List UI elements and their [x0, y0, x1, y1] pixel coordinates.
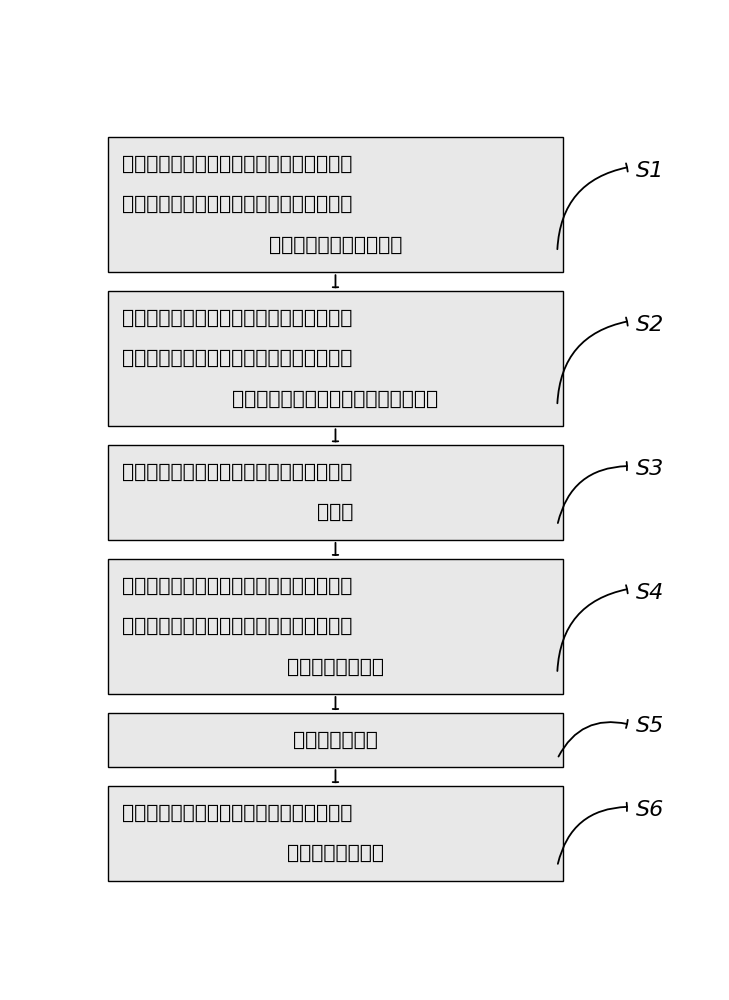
Text: S3: S3: [636, 459, 665, 479]
Text: S1: S1: [636, 161, 665, 181]
Text: S2: S2: [636, 315, 665, 335]
Bar: [108, 559, 563, 694]
Text: 随温度的变化曲线以及所述杂质源的固溶度: 随温度的变化曲线以及所述杂质源的固溶度: [122, 349, 353, 368]
Text: 源中的复合中心原子扩散至所述半导体器件: 源中的复合中心原子扩散至所述半导体器件: [122, 617, 353, 636]
Text: 质源，所述杂质源为具有复合中心效应的元: 质源，所述杂质源为具有复合中心效应的元: [122, 195, 353, 214]
Bar: [108, 445, 563, 540]
Text: 去除所述杂质源: 去除所述杂质源: [293, 730, 378, 749]
Text: S6: S6: [636, 800, 665, 820]
Text: 中心原子的电激活: 中心原子的电激活: [287, 844, 384, 863]
Text: 在未金属化的半导体器件的第一表面覆盖杂: 在未金属化的半导体器件的第一表面覆盖杂: [122, 155, 353, 174]
Text: S4: S4: [636, 583, 665, 603]
Text: 根据预设扩散深度、所述杂质源的扩散系数: 根据预设扩散深度、所述杂质源的扩散系数: [122, 309, 353, 328]
Text: 散时间: 散时间: [317, 503, 354, 522]
Text: 中的目标扩散深度: 中的目标扩散深度: [287, 657, 384, 676]
Bar: [108, 786, 563, 881]
Text: 根据所述扩散温度和扩散时间，将所述杂质: 根据所述扩散温度和扩散时间，将所述杂质: [122, 576, 353, 595]
Text: 素或含有所述元素的物质: 素或含有所述元素的物质: [269, 236, 402, 255]
Text: 快速热退火处理所述半导体器件，完成复合: 快速热退火处理所述半导体器件，完成复合: [122, 804, 353, 823]
Bar: [108, 137, 563, 272]
Bar: [108, 713, 563, 767]
Bar: [108, 291, 563, 426]
Text: 随温度的变化曲线，获得补余误差函数: 随温度的变化曲线，获得补余误差函数: [233, 390, 439, 409]
Text: S5: S5: [636, 716, 665, 736]
Text: 根据所述补余误差函数，获得扩散温度和扩: 根据所述补余误差函数，获得扩散温度和扩: [122, 463, 353, 482]
